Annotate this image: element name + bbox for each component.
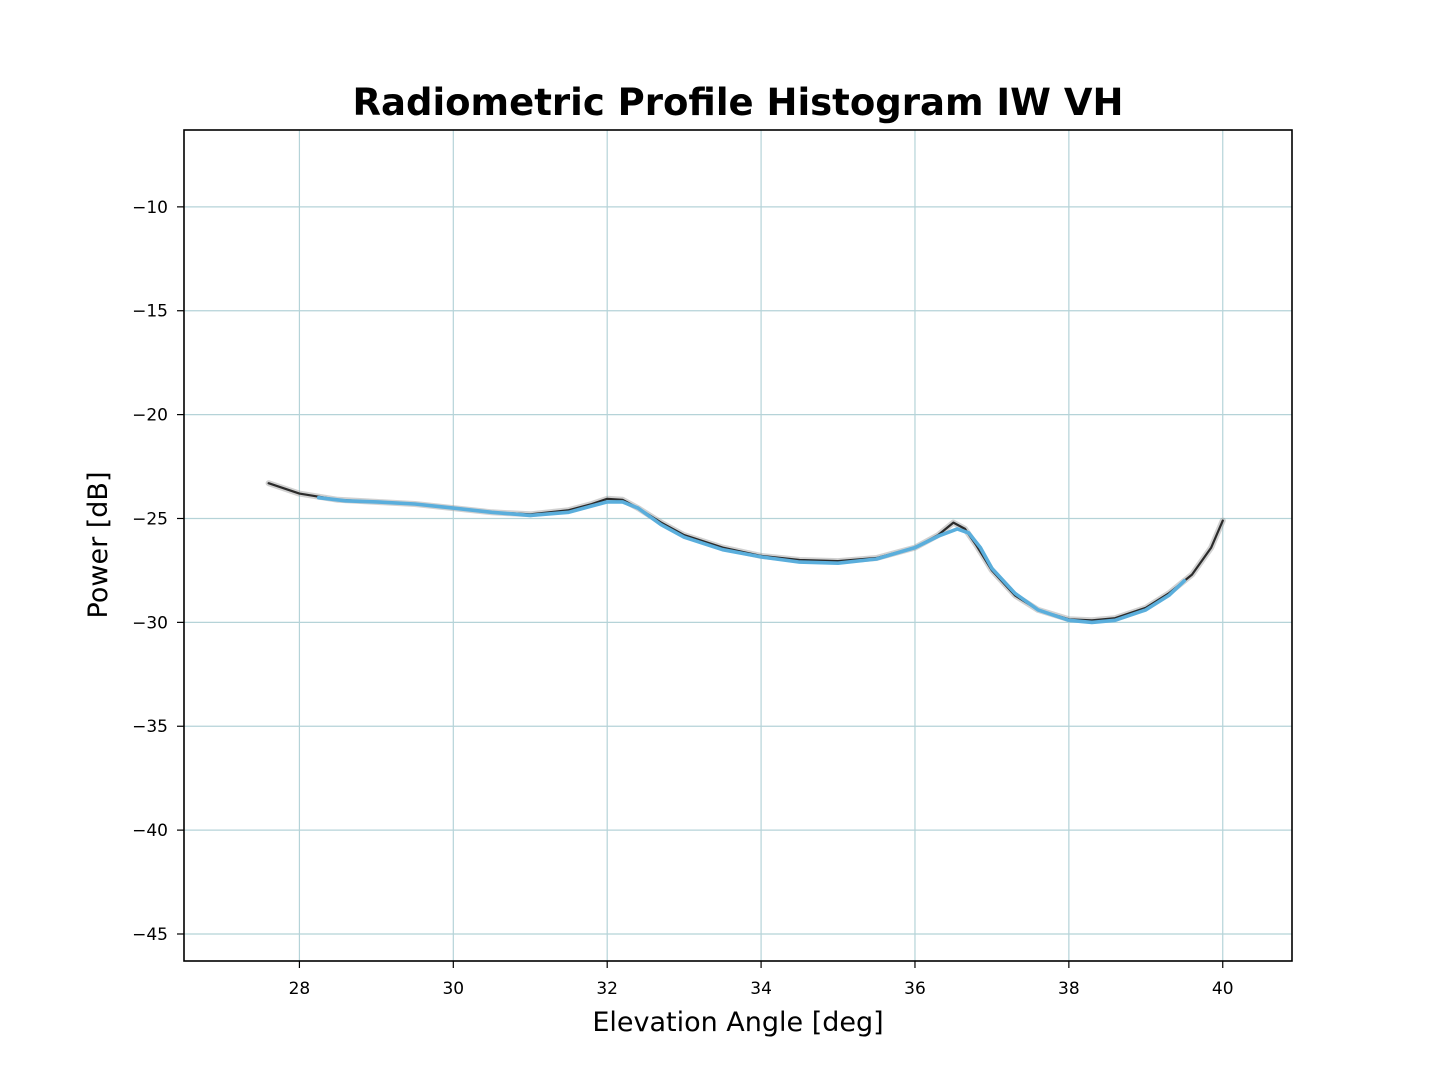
grid [184, 130, 1292, 961]
fitted-profile-line [316, 495, 1187, 625]
plot-frame [183, 129, 1293, 962]
y-tick-label: −20 [132, 406, 168, 426]
series [265, 480, 1226, 625]
ticks: 28 30 32 34 36 38 40 −10 −15 −20 −25 −30 −35 −40 −45 [132, 198, 1233, 999]
y-tick-label: −40 [132, 821, 168, 841]
y-axis-label: Power [dB] [83, 472, 114, 619]
y-tick-label: −45 [132, 925, 168, 945]
x-tick-label: 30 [442, 979, 464, 999]
x-tick-label: 40 [1212, 979, 1234, 999]
y-tick-label: −30 [132, 613, 168, 633]
y-tick-label: −25 [132, 509, 168, 529]
x-tick-label: 38 [1058, 979, 1080, 999]
chart-title: Radiometric Profile Histogram IW VH [353, 81, 1124, 124]
x-axis-label: Elevation Angle [deg] [592, 1007, 883, 1038]
x-tick-label: 36 [904, 979, 926, 999]
x-tick-label: 28 [289, 979, 311, 999]
x-tick-label: 34 [750, 979, 772, 999]
y-tick-label: −35 [132, 717, 168, 737]
y-tick-label: −15 [132, 302, 168, 322]
x-tick-label: 32 [596, 979, 618, 999]
y-tick-label: −10 [132, 198, 168, 218]
